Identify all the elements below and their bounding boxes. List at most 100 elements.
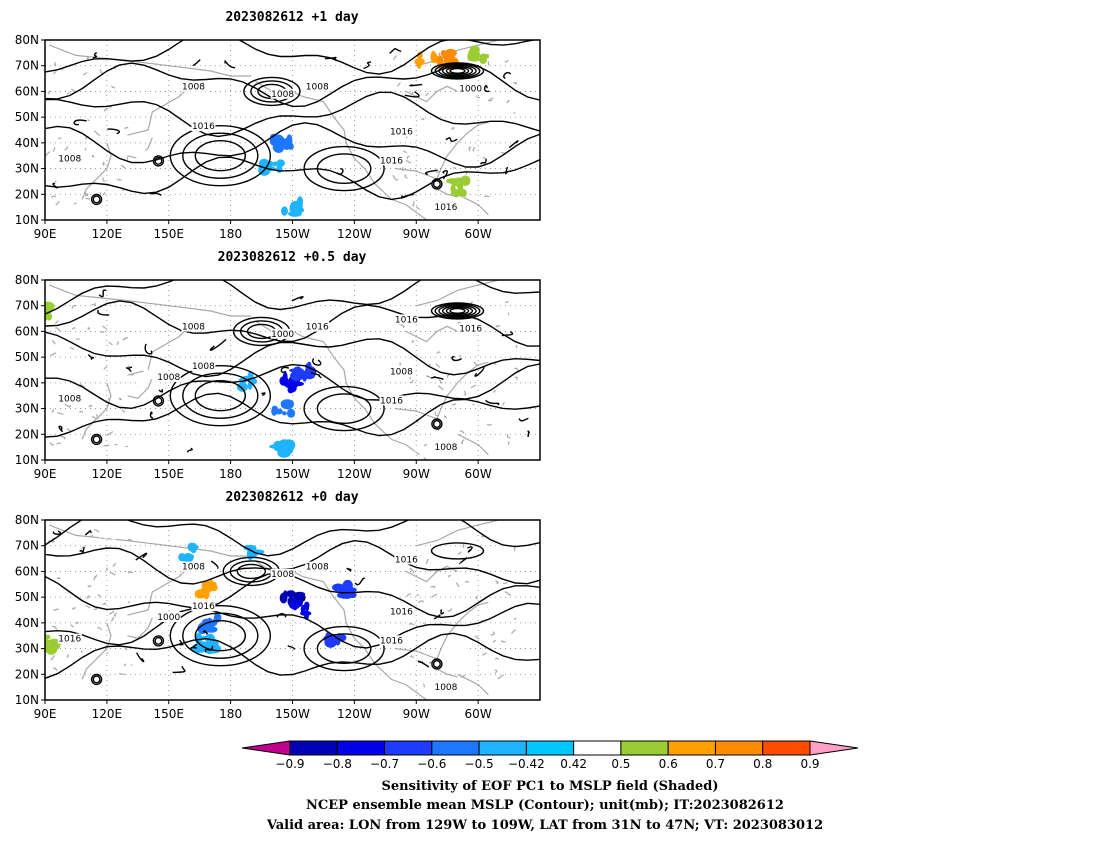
lon-tick-label: 120W [337, 467, 372, 481]
contour-label: 1008 [157, 373, 180, 383]
lat-tick-label: 70N [15, 299, 39, 313]
lat-tick-label: 30N [15, 642, 39, 656]
colorbar-box [573, 740, 622, 756]
contour-label: 1016 [395, 315, 418, 325]
sensitivity-shade [488, 45, 505, 65]
colorbar: −0.9 −0.8 −0.7 −0.6 −0.5 −0.42 0.42 0.5 0.6 0.7 0.… [241, 740, 859, 771]
contour-label: 1016 [395, 555, 418, 565]
caption-line-1: Sensitivity of EOF PC1 to MSLP field (Sh… [381, 779, 718, 794]
lat-tick-label: 60N [15, 564, 39, 578]
contour-label: 1008 [306, 563, 329, 573]
sensitivity-shade [269, 439, 296, 458]
colorbar-tick-label: 0.42 [560, 757, 587, 771]
contour-label: 1008 [58, 155, 81, 165]
lat-tick-label: 60N [15, 324, 39, 338]
lon-tick-label: 60W [465, 707, 492, 721]
sensitivity-shade [467, 45, 493, 65]
caption-line-2: NCEP ensemble mean MSLP (Contour); unit(… [306, 798, 784, 813]
colorbar-tick-label: 0.6 [659, 757, 678, 771]
mslp-contours [45, 40, 540, 206]
contour-label: 1008 [192, 362, 215, 372]
colorbar-arrow-left [241, 740, 291, 756]
contour-label: 1016 [380, 636, 403, 646]
sensitivity-shade [289, 599, 312, 620]
lon-tick-label: 180 [219, 707, 242, 721]
contour-label: 1008 [271, 570, 294, 580]
lat-tick-label: 40N [15, 376, 39, 390]
sensitivity-shade [433, 422, 460, 444]
sensitivity-shade [45, 633, 61, 655]
panel-title: 2023082612 +0.5 day [218, 250, 367, 265]
map-panel-2: 2023082612 +0.5 day 1008 1016 1008 1016 1000 1… [15, 250, 541, 481]
lon-tick-label: 150W [275, 707, 310, 721]
colorbar-tick-label: −0.5 [465, 757, 494, 771]
colorbar-arrow-right [809, 740, 859, 756]
contour-label: 1016 [380, 396, 403, 406]
caption-line-3: Valid area: LON from 129W to 109W, LAT f… [266, 818, 823, 833]
colorbar-tick-label: −0.7 [370, 757, 399, 771]
colorbar-box [762, 740, 811, 756]
map-panel-1: 2023082612 +1 day 1008 1008 1016 1000 1016 101… [15, 10, 541, 241]
lon-tick-label: 150E [154, 467, 185, 481]
lat-tick-label: 80N [15, 513, 39, 527]
colorbar-box [289, 740, 338, 756]
contour-label: 1016 [306, 323, 329, 333]
sensitivity-shade [134, 150, 156, 168]
contour-label: 1000 [459, 84, 482, 94]
lat-tick-label: 70N [15, 59, 39, 73]
lon-tick-label: 90W [403, 467, 430, 481]
contour-label: 1008 [58, 395, 81, 405]
lon-tick-label: 120W [337, 227, 372, 241]
contour-label: 1016 [58, 635, 81, 645]
sensitivity-shade [194, 579, 218, 600]
lat-tick-label: 20N [15, 187, 39, 201]
lat-tick-label: 30N [15, 402, 39, 416]
colorbar-box [620, 740, 669, 756]
colorbar-box [714, 740, 764, 756]
colorbar-tick-label: −0.9 [275, 757, 304, 771]
contour-label: 1008 [390, 368, 413, 378]
lon-tick-label: 90W [403, 707, 430, 721]
lat-tick-label: 10N [15, 693, 39, 707]
contour-label: 1008 [182, 83, 205, 93]
colorbar-box [667, 740, 716, 756]
lon-tick-label: 120E [92, 707, 123, 721]
sensitivity-shade [94, 520, 119, 540]
contour-label: 1008 [434, 683, 457, 693]
sensitivity-shade [281, 196, 305, 217]
lon-tick-label: 60W [465, 467, 492, 481]
lat-tick-label: 40N [15, 136, 39, 150]
sensitivity-shade [135, 368, 158, 388]
lon-tick-label: 150E [154, 707, 185, 721]
colorbar-tick-label: 0.8 [753, 757, 772, 771]
colorbar-tick-label: −0.42 [508, 757, 545, 771]
lat-tick-label: 60N [15, 84, 39, 98]
lat-tick-label: 80N [15, 273, 39, 287]
contour-label: 1008 [271, 90, 294, 100]
colorbar-box [336, 740, 386, 756]
contour-label: 1016 [390, 608, 413, 618]
sensitivity-shade [269, 133, 294, 153]
contour-label: 1016 [459, 324, 482, 334]
lat-tick-label: 50N [15, 350, 39, 364]
contour-label: 1008 [434, 443, 457, 453]
contour-label: 1016 [192, 602, 215, 612]
lon-tick-label: 90W [403, 227, 430, 241]
sensitivity-shade [271, 399, 296, 418]
lon-tick-label: 150W [275, 227, 310, 241]
lon-tick-label: 180 [219, 227, 242, 241]
lat-tick-label: 10N [15, 213, 39, 227]
colorbar-tick-label: 0.5 [611, 757, 630, 771]
contour-label: 1016 [390, 128, 413, 138]
contour-label: 1016 [434, 203, 457, 213]
panel-title: 2023082612 +0 day [225, 490, 358, 505]
sensitivity-shade [414, 50, 439, 69]
colorbar-tick-label: 0.9 [800, 757, 819, 771]
colorbar-box [384, 740, 433, 756]
contour-label: 1008 [306, 83, 329, 93]
colorbar-tick-label: 0.7 [706, 757, 725, 771]
contour-label: 1000 [157, 613, 180, 623]
contour-label: 1016 [192, 122, 215, 132]
lat-tick-label: 80N [15, 33, 39, 47]
